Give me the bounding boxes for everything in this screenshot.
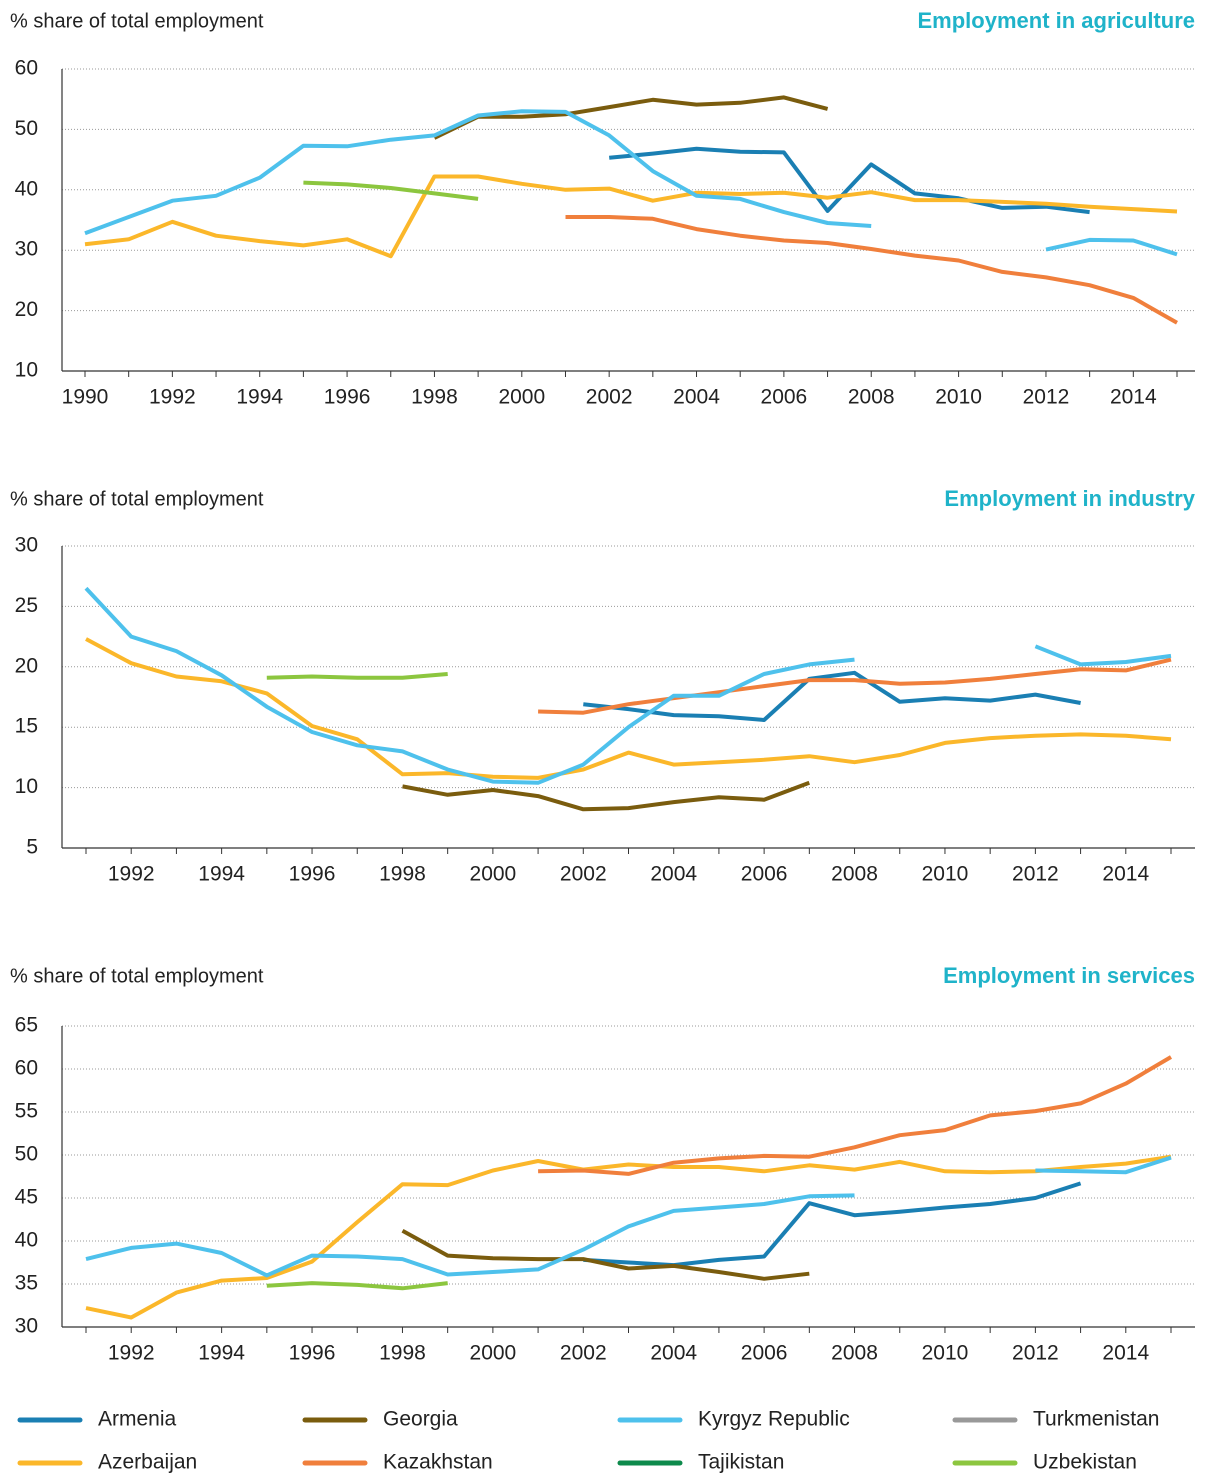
- x-tick-label: 2014: [1102, 863, 1149, 886]
- legend-label: Georgia: [383, 1408, 458, 1431]
- x-tick-label: 2004: [650, 1342, 697, 1365]
- x-tick-label: 2014: [1102, 1342, 1149, 1365]
- x-tick-label: 2006: [761, 386, 808, 409]
- x-tick-label: 1998: [379, 1342, 426, 1365]
- series-line: [84, 109, 1178, 257]
- x-tick-label: 1996: [324, 386, 371, 409]
- y-tick-label: 40: [15, 177, 38, 200]
- y-tick-label: 30: [15, 1315, 38, 1338]
- x-tick-label: 1998: [379, 863, 426, 886]
- x-tick-label: 2002: [560, 1342, 607, 1365]
- x-tick-label: 1994: [236, 386, 283, 409]
- x-tick-label: 2006: [741, 1342, 788, 1365]
- y-tick-label: 50: [15, 1143, 38, 1166]
- y-tick-label: 10: [15, 359, 38, 382]
- legend-label: Uzbekistan: [1033, 1451, 1137, 1474]
- series-line: [266, 1281, 448, 1291]
- y-tick-label: 25: [15, 594, 38, 617]
- series-line: [538, 1055, 1173, 1176]
- x-tick-label: 1992: [108, 863, 155, 886]
- series-line: [84, 174, 1178, 259]
- x-tick-label: 2000: [498, 386, 545, 409]
- series-line: [85, 1155, 1172, 1278]
- x-tick-label: 2010: [922, 1342, 969, 1365]
- y-axis-label: % share of total employment: [10, 10, 264, 32]
- legend-label: Azerbaijan: [98, 1451, 197, 1474]
- y-tick-label: 60: [15, 57, 38, 80]
- y-tick-label: 15: [15, 715, 38, 738]
- x-tick-label: 2002: [586, 386, 633, 409]
- x-tick-label: 2000: [470, 863, 517, 886]
- y-axis-label: % share of total employment: [10, 488, 264, 510]
- series-line: [85, 1154, 1172, 1320]
- x-tick-label: 2008: [848, 386, 895, 409]
- y-tick-label: 65: [15, 1014, 38, 1037]
- y-tick-label: 35: [15, 1272, 38, 1295]
- series-line: [85, 637, 1172, 780]
- x-tick-label: 2002: [560, 863, 607, 886]
- y-tick-label: 5: [26, 836, 38, 859]
- y-axis-label: % share of total employment: [10, 965, 264, 987]
- series-line: [538, 657, 1172, 715]
- series-line: [303, 180, 479, 201]
- x-tick-label: 1996: [289, 1342, 336, 1365]
- legend-label: Armenia: [98, 1408, 177, 1431]
- x-tick-label: 2010: [922, 863, 969, 886]
- x-tick-label: 2006: [741, 863, 788, 886]
- y-tick-label: 30: [15, 534, 38, 557]
- series-line: [401, 1228, 810, 1281]
- series-line: [609, 146, 1090, 215]
- legend-label: Kyrgyz Republic: [698, 1408, 850, 1431]
- x-tick-label: 2000: [470, 1342, 517, 1365]
- y-tick-label: 60: [15, 1057, 38, 1080]
- x-tick-label: 1996: [289, 863, 336, 886]
- y-tick-label: 40: [15, 1229, 38, 1252]
- y-tick-label: 10: [15, 775, 38, 798]
- series-line: [84, 586, 1172, 785]
- x-tick-label: 2014: [1110, 386, 1157, 409]
- x-tick-label: 1998: [411, 386, 458, 409]
- x-tick-label: 2008: [831, 863, 878, 886]
- x-tick-label: 1992: [149, 386, 196, 409]
- x-tick-label: 1990: [62, 386, 109, 409]
- x-tick-label: 2004: [650, 863, 697, 886]
- y-tick-label: 20: [15, 654, 38, 677]
- x-tick-label: 2012: [1012, 1342, 1059, 1365]
- y-tick-label: 30: [15, 238, 38, 261]
- y-tick-label: 55: [15, 1100, 38, 1123]
- x-tick-label: 2004: [673, 386, 720, 409]
- chart-title: Employment in services: [943, 963, 1195, 988]
- series-line: [433, 95, 829, 140]
- legend-label: Tajikistan: [698, 1451, 784, 1474]
- y-tick-label: 50: [15, 117, 38, 140]
- y-tick-label: 20: [15, 298, 38, 321]
- x-tick-label: 1994: [198, 863, 245, 886]
- chart-title: Employment in agriculture: [918, 8, 1196, 33]
- legend-label: Kazakhstan: [383, 1451, 493, 1474]
- series-line: [402, 780, 811, 812]
- series-line: [583, 670, 1081, 722]
- x-tick-label: 1994: [198, 1342, 245, 1365]
- legend-label: Turkmenistan: [1033, 1408, 1159, 1431]
- x-tick-label: 2010: [935, 386, 982, 409]
- series-line: [565, 215, 1178, 325]
- chart-title: Employment in industry: [944, 486, 1195, 511]
- x-tick-label: 1992: [108, 1342, 155, 1365]
- series-line: [266, 672, 448, 680]
- x-tick-label: 2008: [831, 1342, 878, 1365]
- y-tick-label: 45: [15, 1186, 38, 1209]
- x-tick-label: 2012: [1012, 863, 1059, 886]
- x-tick-label: 2012: [1023, 386, 1070, 409]
